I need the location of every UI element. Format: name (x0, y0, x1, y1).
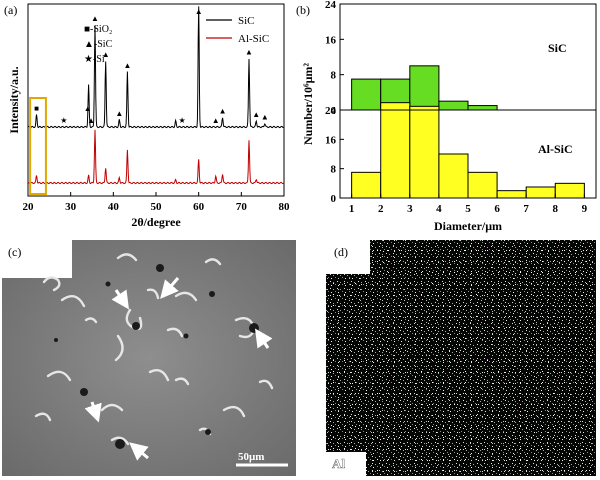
xrd-x-ticks: 20 30 40 50 60 70 80 (23, 192, 291, 213)
panel-a-label: (a) (4, 3, 17, 17)
histogram-x-tick-label: 7 (523, 203, 529, 215)
histogram-bar (496, 190, 527, 199)
xrd-x-tick-label: 80 (279, 201, 291, 213)
histogram-panel: (b) 0 8 16 24 0 8 16 24 SiC Al-SiC 1 2 3 4 5 6 7 8 9 D… (296, 0, 597, 233)
histogram-x-axis-label: Diameter/μm (434, 219, 502, 233)
sem-arrows (84, 277, 273, 461)
histogram-x-tick-label: 3 (407, 203, 413, 215)
histogram-bar (525, 186, 556, 199)
histogram-x-tick-label: 4 (436, 203, 442, 215)
xrd-peak-marker: ★ (178, 116, 185, 125)
panel-b-label: (b) (296, 3, 310, 17)
xrd-peak-marker: ■ (34, 104, 39, 113)
histogram-y-tick-label: 24 (325, 0, 337, 11)
histogram-y-tick-label: 24 (325, 105, 337, 117)
eds-map-panel: (d) Al (326, 240, 596, 480)
xrd-peak-marker: ▲ (195, 7, 203, 16)
histogram-bar (409, 65, 440, 111)
histogram-y-tick-label: 16 (325, 134, 337, 146)
histogram-x-tick-label: 8 (553, 203, 559, 215)
phase-key-si: ★-Si (84, 54, 105, 65)
sic-histogram: 0 8 16 24 (325, 0, 498, 117)
xrd-peak-marker: ▲ (84, 104, 92, 113)
sem-image (2, 240, 296, 476)
xrd-peak-markers: ■★▲▲▲▲▲▲★▲▲▲▲▲ ▲ (34, 7, 269, 125)
panel-c-label: (c) (8, 245, 21, 259)
histogram-label-alsic: Al-SiC (538, 142, 573, 156)
xrd-x-tick-label: 70 (236, 201, 248, 213)
arrow-4 (84, 401, 102, 423)
histogram-bar (409, 105, 440, 199)
histogram-bar (467, 171, 498, 199)
sem-panel: 50μm (c) (2, 240, 296, 476)
histogram-y-tick-label: 8 (331, 70, 337, 82)
histogram-x-tick-label: 2 (378, 203, 384, 215)
eds-element-label: Al (332, 456, 345, 471)
xrd-x-tick-label: 20 (23, 201, 35, 213)
histogram-bar (467, 105, 498, 111)
xrd-peak-marker: ▲ (102, 50, 110, 59)
histogram-y-axis-label: Number/10⁶μm² (301, 63, 315, 145)
xrd-x-axis-label: 2θ/degree (131, 215, 181, 229)
histogram-y-tick-label: 8 (331, 164, 337, 176)
xrd-highlight-box (29, 97, 47, 195)
xrd-peak-marker: ▲ (219, 106, 227, 115)
arrow-3 (255, 328, 273, 349)
alsic-histogram: 0 8 16 24 (325, 102, 585, 205)
xrd-y-axis-label: Intensity/a.u. (7, 66, 21, 133)
arrow-2 (111, 289, 129, 310)
histogram-y-tick-label: 0 (331, 105, 337, 117)
xrd-x-tick-label: 40 (108, 201, 120, 213)
histogram-label-sic: SiC (548, 41, 567, 55)
panel-d-label: (d) (334, 245, 348, 259)
histogram-x-tick-label: 6 (494, 203, 500, 215)
scale-bar-label: 50μm (238, 451, 264, 463)
histogram-bar (438, 153, 469, 199)
phase-key-sio2: ■-SiO₂ (84, 24, 112, 35)
eds-map-overlay (326, 240, 596, 476)
xrd-peak-marker: ▲ (123, 61, 131, 70)
histogram-x-tick-label: 9 (582, 203, 588, 215)
xrd-peak-marker: ▲ (115, 109, 123, 118)
histogram-y-tick-label: 16 (325, 34, 337, 46)
xrd-peak-marker: ▲ (87, 116, 95, 125)
xrd-peak-marker: ★ (60, 116, 67, 125)
xrd-x-tick-label: 60 (193, 201, 205, 213)
eds-element-box (326, 452, 366, 480)
xrd-x-tick-label: 50 (151, 201, 163, 213)
histogram-bar (554, 182, 585, 199)
xrd-peak-marker: ▲ (91, 14, 99, 23)
xrd-peak-marker: ▲ (245, 48, 253, 57)
xrd-curves (27, 6, 285, 185)
histogram-bar (351, 171, 382, 199)
xrd-curve-al-sic (27, 129, 285, 185)
arrow-1 (160, 277, 180, 299)
legend-label-sic: SiC (238, 15, 255, 27)
xrd-peak-marker: ▲ (252, 110, 260, 119)
arrow-5 (129, 442, 149, 461)
eds-label-box (326, 240, 370, 274)
xrd-curve-sic (27, 6, 285, 129)
xrd-panel: (a) 20 30 40 50 60 70 80 ■★▲▲▲▲▲▲★▲▲▲▲▲ ▲ ■-SiO… (4, 3, 290, 229)
histogram-x-ticks: 1 2 3 4 5 6 7 8 9 (349, 194, 588, 215)
xrd-x-tick-label: 30 (65, 201, 77, 213)
histogram-bar (380, 102, 411, 199)
histogram-x-tick-label: 5 (465, 203, 471, 215)
histogram-y-tick-label: 0 (331, 193, 337, 205)
legend-label-alsic: Al-SiC (238, 33, 269, 45)
xrd-peak-marker: ▲ (212, 116, 220, 125)
xrd-peak-marker: ▲ (261, 112, 269, 121)
phase-key-sic: ▲-SiC (84, 39, 113, 50)
histogram-bar (351, 78, 382, 111)
histogram-bar (438, 100, 469, 111)
histogram-x-tick-label: 1 (349, 203, 355, 215)
